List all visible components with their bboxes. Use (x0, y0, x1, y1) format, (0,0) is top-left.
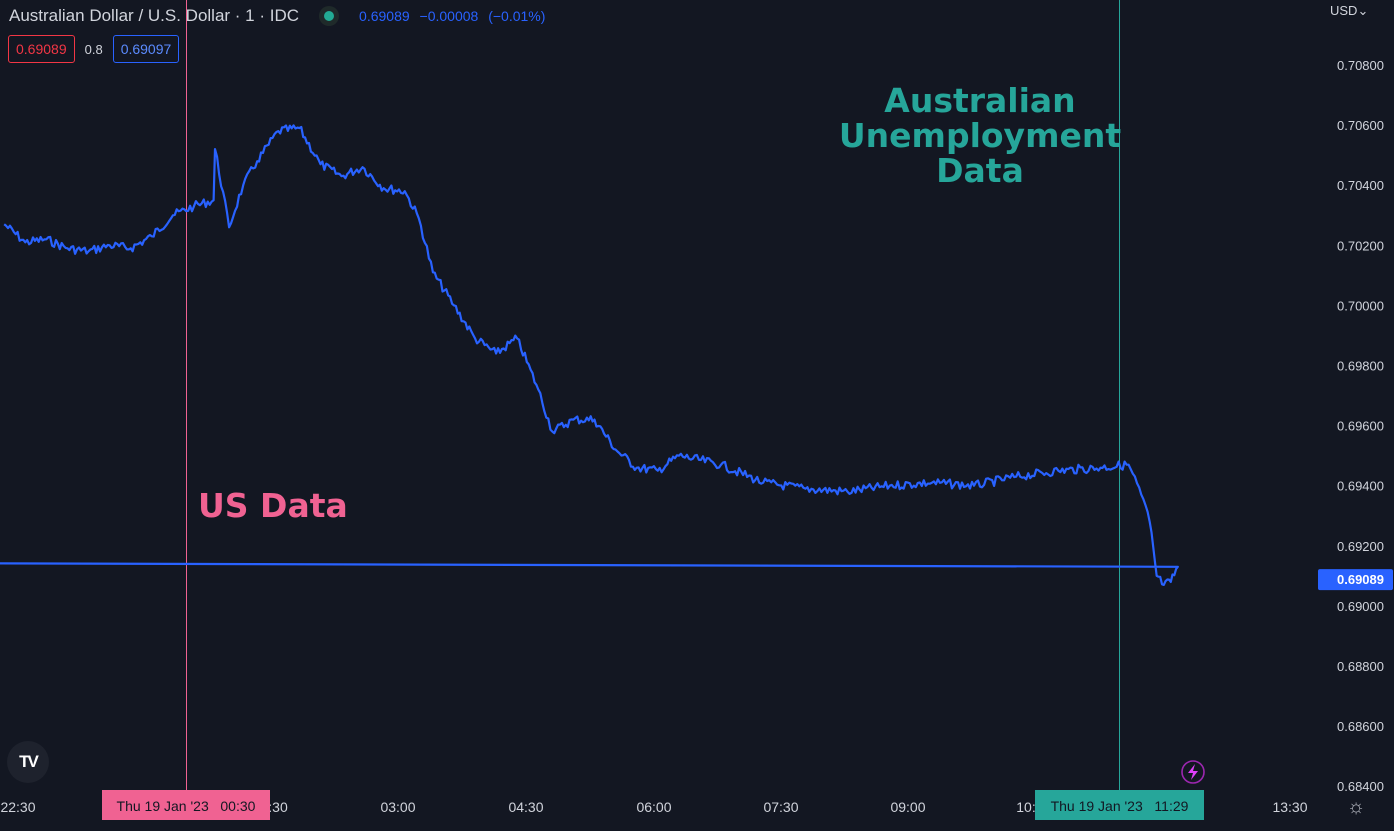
y-tick-label: 0.69200 (1337, 539, 1384, 554)
settings-gear-icon[interactable]: ☼ (1346, 796, 1366, 818)
bid-price-button[interactable]: 0.69089 (8, 35, 75, 63)
x-tick-label: 22:30 (0, 799, 35, 815)
x-tick-label: 13:30 (1272, 799, 1307, 815)
x-tick-label: 07:30 (763, 799, 798, 815)
currency-label: USD (1330, 3, 1358, 18)
y-tick-label: 0.70000 (1337, 298, 1384, 313)
market-status-icon[interactable] (319, 6, 340, 26)
tradingview-logo-icon[interactable]: TV (7, 741, 49, 783)
currency-selector[interactable]: USD⌄ (1330, 3, 1368, 19)
last-price-label: 0.69089 (1318, 569, 1393, 591)
y-tick-label: 0.68800 (1337, 659, 1384, 674)
y-tick-label: 0.70200 (1337, 238, 1384, 253)
y-tick-label: 0.69400 (1337, 479, 1384, 494)
y-axis: 0.70800 0.70600 0.70400 0.70200 0.70000 0.698… (1337, 58, 1384, 794)
y-tick-label: 0.69000 (1337, 599, 1384, 614)
x-tick-label: :30 (268, 799, 288, 815)
event-time-badge (1035, 790, 1204, 820)
symbol-legend[interactable]: Australian Dollar / U.S. Dollar · 1 · ID… (9, 6, 551, 26)
x-tick-label: 03:00 (380, 799, 415, 815)
change-percent: (−0.01%) (488, 8, 546, 24)
y-tick-label: 0.70400 (1337, 178, 1384, 193)
lightning-icon[interactable] (1181, 760, 1205, 784)
au-data-annotation-line: Australian (884, 81, 1075, 120)
x-tick-label: 10: (1016, 799, 1035, 815)
y-tick-label: 0.69800 (1337, 359, 1384, 374)
y-tick-label: 0.68600 (1337, 719, 1384, 734)
x-tick-label: 06:00 (636, 799, 671, 815)
event-time-text: Thu 19 Jan '23 11:29 (1051, 798, 1189, 814)
price-line (0, 124, 1179, 586)
last-value: 0.69089 (359, 8, 410, 24)
x-tick-label: 09:00 (890, 799, 925, 815)
us-data-annotation: US Data (198, 486, 348, 525)
ask-price-button[interactable]: 0.69097 (112, 35, 180, 63)
y-tick-label: 0.69600 (1337, 419, 1384, 434)
x-tick-label: 04:30 (508, 799, 543, 815)
au-data-annotation-line: Data (936, 151, 1024, 190)
spread-value: 0.8 (84, 41, 103, 57)
last-price-text: 0.69089 (1337, 572, 1384, 587)
event-lines (186, 0, 1120, 790)
crosshair-time-labels: Thu 19 Jan '23 00:30 Thu 19 Jan '23 11:29 (102, 790, 1204, 820)
logo-text: TV (19, 752, 39, 771)
last-price-badge (1318, 569, 1393, 591)
event-time-badge (102, 790, 270, 820)
change-value: −0.00008 (419, 8, 479, 24)
event-time-text: Thu 19 Jan '23 00:30 (117, 798, 256, 814)
bid-ask-panel: 0.69089 0.8 0.69097 (8, 35, 180, 63)
chevron-down-icon: ⌄ (1357, 3, 1369, 18)
au-data-annotation-line: Unemployment (839, 116, 1121, 155)
symbol-title[interactable]: Australian Dollar / U.S. Dollar · 1 · ID… (9, 6, 300, 25)
y-tick-label: 0.70600 (1337, 118, 1384, 133)
y-tick-label: 0.70800 (1337, 58, 1384, 73)
x-axis: 22:30 03:00 04:30 06:00 07:30 09:00 10: 13:30 :3… (0, 799, 1307, 815)
y-tick-label: 0.68400 (1337, 779, 1384, 794)
